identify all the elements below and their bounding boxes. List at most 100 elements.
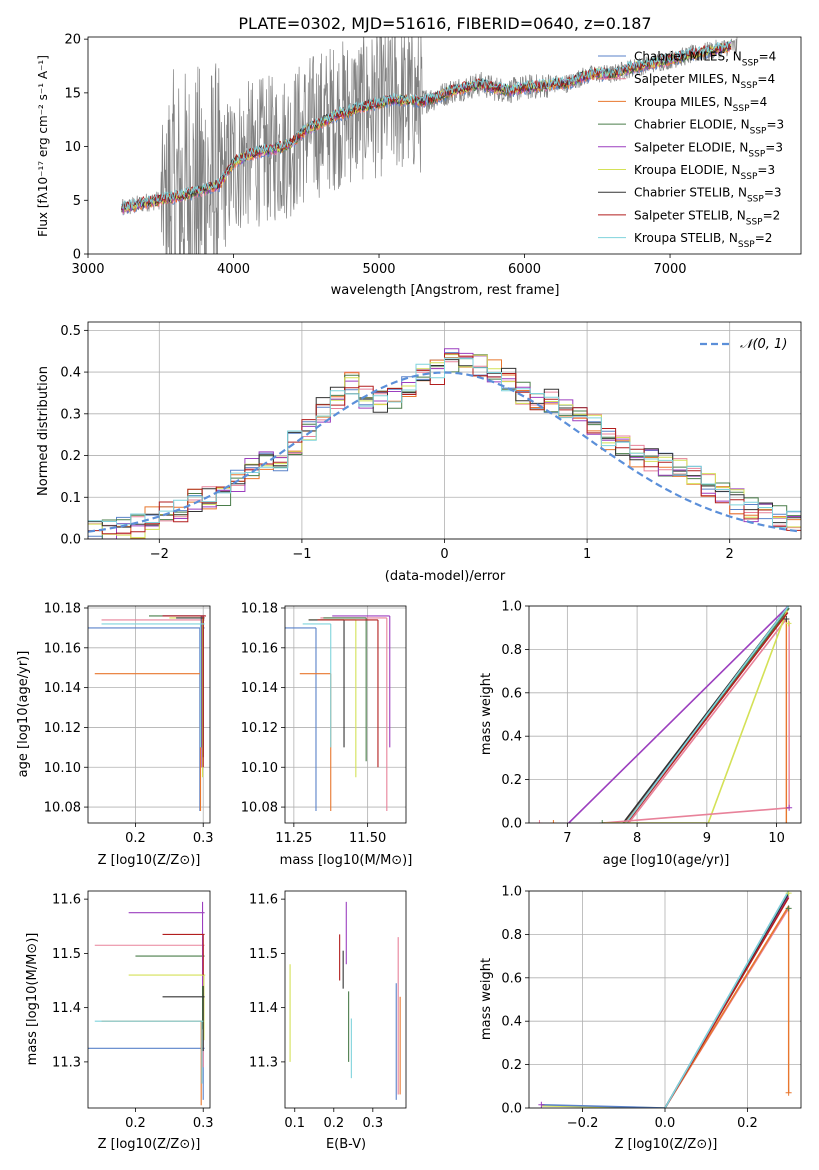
age-vs-Z-ytick-label: 10.10: [44, 761, 81, 776]
mass-vs-Z-xtick-label: 0.3: [193, 1116, 214, 1131]
mw-age-marker-1: [550, 820, 557, 823]
spectrum-xtick-label: 4000: [217, 262, 250, 277]
mw-age-marker-0: [536, 820, 543, 823]
massweight-vs-age-ytick-label: 0.2: [501, 773, 522, 788]
age-mass-xlabel: mass [log10(M/M⊙)]: [280, 853, 413, 868]
mw-age-low-line: [602, 807, 790, 823]
mw-age-marker-3: [786, 804, 793, 811]
mw-Z-line-8: [664, 891, 790, 1108]
mw-Z-low-line: [541, 1103, 666, 1108]
spectrum-xtick-label: 3000: [71, 262, 104, 277]
massweight-vs-Z-ytick-label: 0.6: [501, 971, 522, 986]
spectrum-xlabel: wavelength [Angstrom, rest frame]: [331, 283, 560, 298]
legend-suffix: =4: [757, 72, 775, 86]
mw-age-xlabel: age [log10(age/yr)]: [603, 853, 730, 868]
residuals-frame: [87, 321, 802, 540]
residuals-ytick-label: 0.0: [60, 533, 81, 548]
mass-vs-Z-ytick-label: 11.4: [52, 1001, 81, 1016]
mass-vs-EBV-ytick-label: 11.5: [249, 947, 278, 962]
massweight-vs-Z-axes: −0.2 0.0 0.2 0.0 0.2 0.4 0.6 0.8 1.0: [501, 885, 801, 1131]
age-vs-Z-frame: [87, 605, 211, 824]
massweight-vs-age-ytick-label: 1.0: [501, 600, 522, 615]
spectrum-title: PLATE=0302, MJD=51616, FIBERID=0640, z=0…: [238, 14, 651, 33]
age-vs-Z-ytick-label: 10.14: [44, 681, 81, 696]
mass-vs-Z-xtick-label: 0.2: [125, 1116, 146, 1131]
residual-hist-8: [88, 357, 801, 528]
mass-vs-EBV-ytick-label: 11.3: [249, 1055, 278, 1070]
mw-Z-ylabel: mass weight: [479, 958, 494, 1040]
mass-EBV-xlabel: E(B-V): [326, 1137, 366, 1152]
mw-age-marker-4: [785, 620, 792, 627]
legend-subscript: SSP: [748, 149, 765, 159]
mass-vs-Z-axes: 0.2 0.3 11.3 11.4 11.5 11.6: [52, 893, 214, 1131]
massweight-vs-age-xtick-label: 10: [768, 831, 785, 846]
legend-suffix: =4: [759, 50, 777, 64]
spectrum-ytick-label: 15: [64, 86, 81, 101]
mass-vs-EBV-xtick-label: 0.2: [323, 1116, 344, 1131]
legend-subscript: SSP: [747, 195, 764, 205]
legend-subscript: SSP: [741, 172, 758, 182]
massweight-vs-age-ytick-label: 0.4: [501, 730, 522, 745]
residuals-xtick-label: −2: [150, 547, 169, 562]
spectrum-ytick-label: 0: [73, 248, 81, 263]
mw-Z-plot-area: [538, 891, 792, 1108]
legend-label-6: Chabrier STELIB, NSSP=3: [634, 186, 782, 205]
mw-Z-marker-2: [538, 1101, 545, 1108]
residuals-ytick-label: 0.5: [60, 324, 81, 339]
spectrum-xtick-label: 6000: [508, 262, 541, 277]
spectrum-xtick-label: 7000: [653, 262, 686, 277]
age-vs-mass-plot-area: [285, 615, 391, 812]
massweight-vs-Z-frame: [528, 890, 802, 1109]
mw-age-line-4: [568, 606, 790, 823]
mw-age-plot-area: [536, 606, 793, 823]
age-vs-mass-ytick-label: 10.18: [241, 601, 278, 616]
legend-label-7: Salpeter STELIB, NSSP=2: [634, 208, 780, 227]
age-vs-Z-ytick-label: 10.08: [44, 801, 81, 816]
legend-label-4: Salpeter ELODIE, NSSP=3: [634, 140, 783, 159]
spectrum-ytick-label: 10: [64, 140, 81, 155]
massweight-vs-age-xtick-label: 7: [563, 831, 571, 846]
spectrum-model-line-8: [121, 39, 732, 210]
massweight-vs-Z-xtick-label: 0.0: [655, 1116, 676, 1131]
residuals-xtick-label: 1: [583, 547, 591, 562]
age-vs-mass-ytick-label: 10.16: [241, 641, 278, 656]
legend-subscript: SSP: [742, 59, 759, 69]
mass-vs-EBV-ytick-label: 11.6: [249, 893, 278, 908]
gaussian-legend-label: 𝒩(0, 1): [740, 337, 787, 352]
residuals-xtick-label: 0: [440, 547, 448, 562]
age-vs-Z-xtick-label: 0.3: [193, 831, 214, 846]
age-Z-xlabel: Z [log10(Z/Z⊙)]: [98, 853, 201, 868]
legend-suffix: =3: [766, 118, 784, 132]
age-vs-Z-axes: 0.2 0.3 10.08 10.10 10.12 10.14 10.16 10.18: [44, 601, 214, 846]
massweight-vs-Z-ytick-label: 1.0: [501, 885, 522, 900]
massweight-vs-age-axes: 7 8 9 10 0.0 0.2 0.4 0.6 0.8 1.0: [501, 600, 801, 846]
residuals-ytick-label: 0.4: [60, 366, 81, 381]
legend-subscript: SSP: [750, 127, 767, 137]
mass-Z-ylabel: mass [log10(M/M⊙)]: [25, 933, 40, 1066]
spectrum-plot-area: [121, 37, 738, 254]
legend-suffix: =3: [764, 186, 782, 200]
age-vs-Z-ytick-label: 10.18: [44, 601, 81, 616]
residuals-ytick-label: 0.2: [60, 449, 81, 464]
mass-vs-EBV-plot-area: [289, 901, 401, 1100]
residuals-legend: 𝒩(0, 1): [700, 337, 787, 352]
legend-label-5: Kroupa ELODIE, NSSP=3: [634, 163, 775, 182]
age-vs-mass-frame: [284, 605, 407, 824]
age-vs-Z-ytick-label: 10.16: [44, 641, 81, 656]
mass-vs-EBV-axes: 0.1 0.2 0.3 11.3 11.4 11.5 11.6: [249, 893, 383, 1131]
gaussian-curve: [88, 371, 801, 533]
age-vs-mass-ytick-label: 10.10: [241, 761, 278, 776]
massweight-vs-age-xtick-label: 8: [633, 831, 641, 846]
legend-subscript: SSP: [741, 81, 758, 91]
massweight-vs-Z-ytick-label: 0.8: [501, 928, 522, 943]
massweight-vs-age-frame: [528, 605, 802, 824]
massweight-vs-Z-ytick-label: 0.0: [501, 1102, 522, 1117]
spectrum-xtick-label: 5000: [362, 262, 395, 277]
mass-vs-Z-ytick-label: 11.3: [52, 1055, 81, 1070]
legend-suffix: =3: [757, 163, 775, 177]
mw-age-line-7: [626, 612, 789, 823]
mass-vs-Z-frame: [87, 890, 211, 1109]
residuals-ytick-label: 0.3: [60, 407, 81, 422]
